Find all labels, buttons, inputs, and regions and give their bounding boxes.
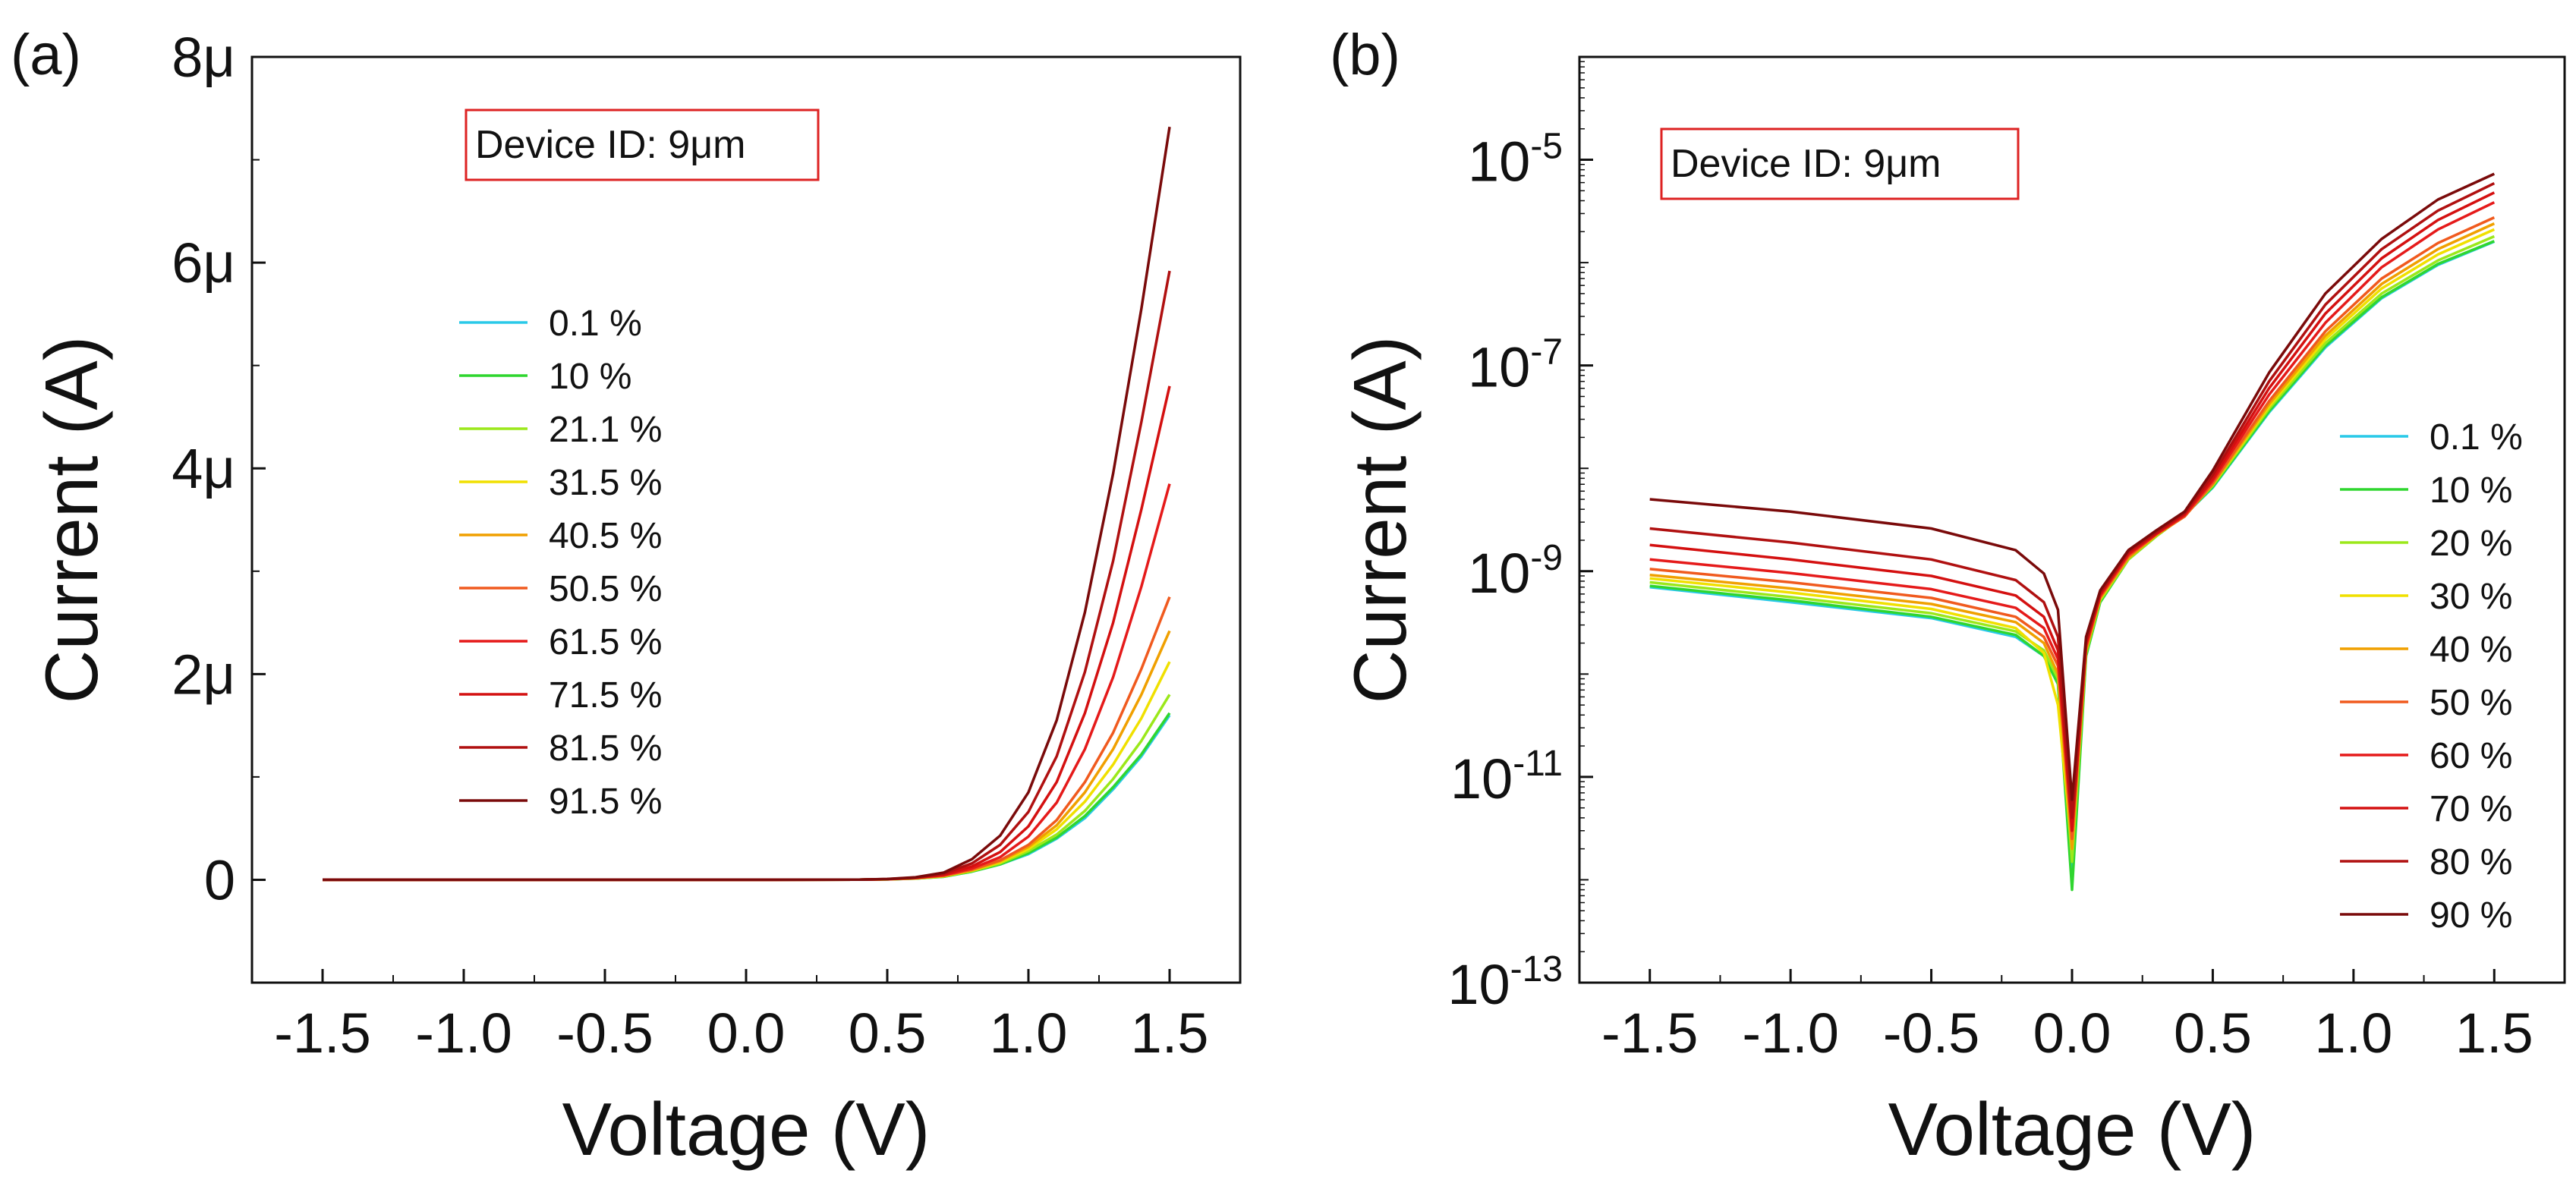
y-tick-label: 8μ [172, 26, 235, 89]
panel-b-y-axis-title: Current (A) [1338, 336, 1422, 704]
x-tick-label: -0.5 [556, 1002, 653, 1065]
panel-a-y-ticks: 0 2μ 4μ 6μ 8μ [172, 26, 266, 983]
legend-label-3: 30 % [2430, 577, 2512, 617]
series-line-0 [1649, 240, 2495, 873]
legend-label-8: 80 % [2430, 842, 2512, 882]
y-tick-label: 6μ [172, 231, 235, 294]
y-tick-label: 4μ [172, 437, 235, 500]
series-line-8 [323, 270, 1171, 882]
panel-a-device-box [464, 109, 820, 181]
panel-b-device-label: Device ID: 9μm [1671, 142, 1941, 186]
legend-label-5: 50 % [2430, 683, 2512, 723]
panel-a-chart: (a) -1.5 -1.0 -0.5 0.0 0.5 1.0 1.5 0 2μ 4μ 6μ 8μ D… [11, 23, 1242, 1171]
panel-b-y-ticks: 10-13 10-11 10-9 10-7 10-5 [1447, 61, 1593, 1016]
y-tick-label: 10-9 [1468, 538, 1563, 605]
panel-b-chart: (b) -1.5 -1.0 -0.5 0.0 0.5 1.0 1.5 10-1310-111… [1330, 23, 2566, 1171]
panel-b-label: (b) [1330, 23, 1400, 87]
legend-label-6: 61.5 % [549, 622, 662, 662]
legend-label-7: 71.5 % [549, 675, 662, 716]
panel-b-x-ticks: -1.5 -1.0 -0.5 0.0 0.5 1.0 1.5 [1579, 969, 2565, 1065]
panel-a-plot-frame [250, 55, 1242, 984]
panel-a-x-axis-title: Voltage (V) [562, 1087, 931, 1171]
legend-label-2: 21.1 % [549, 410, 662, 450]
panel-a-series-group [323, 126, 1171, 882]
legend-label-0: 0.1 % [549, 304, 642, 344]
panel-a-x-ticks: -1.5 -1.0 -0.5 0.0 0.5 1.0 1.5 [251, 969, 1241, 1065]
panel-b-series-group [1649, 172, 2496, 892]
x-tick-label: 0.0 [2033, 1002, 2112, 1065]
legend-label-9: 91.5 % [549, 782, 662, 822]
legend-label-0: 0.1 % [2430, 417, 2523, 458]
series-line-7 [323, 385, 1171, 882]
legend-label-2: 20 % [2430, 524, 2512, 564]
x-tick-label: 0.0 [707, 1002, 786, 1065]
y-tick-label: 0 [204, 848, 235, 911]
y-tick-label: 10-5 [1468, 127, 1563, 193]
x-tick-label: 0.5 [2174, 1002, 2252, 1065]
x-tick-label: -1.5 [274, 1002, 371, 1065]
y-tick-label: 2μ [172, 643, 235, 706]
series-line-2 [323, 694, 1171, 882]
x-tick-label: 1.0 [2314, 1002, 2392, 1065]
x-tick-label: 1.5 [2455, 1002, 2533, 1065]
x-tick-label: -1.5 [1601, 1002, 1699, 1065]
y-tick-label: 10-7 [1468, 332, 1563, 399]
series-line-2 [1649, 234, 2495, 864]
panel-b-device-box [1660, 127, 2020, 200]
panel-a-label: (a) [11, 23, 81, 87]
series-line-8 [1649, 182, 2496, 820]
series-line-9 [1649, 172, 2496, 801]
legend-label-5: 50.5 % [549, 569, 662, 609]
series-line-0 [323, 714, 1171, 882]
series-line-6 [323, 483, 1171, 882]
legend-label-8: 81.5 % [549, 728, 662, 769]
x-tick-label: -1.0 [1742, 1002, 1839, 1065]
legend-label-1: 10 % [2430, 470, 2512, 511]
series-line-9 [323, 126, 1171, 882]
legend-label-7: 70 % [2430, 789, 2512, 829]
y-tick-label: 10-11 [1450, 744, 1563, 810]
x-tick-label: 1.5 [1131, 1002, 1209, 1065]
panel-a-y-axis-title: Current (A) [30, 336, 113, 704]
x-tick-label: 0.5 [849, 1002, 927, 1065]
legend-label-4: 40 % [2430, 630, 2512, 670]
panel-a-device-label: Device ID: 9μm [475, 123, 745, 167]
y-tick-label: 10-13 [1447, 949, 1563, 1016]
x-tick-label: -0.5 [1883, 1002, 1980, 1065]
panel-b-x-axis-title: Voltage (V) [1888, 1087, 2256, 1171]
legend-label-1: 10 % [549, 357, 631, 397]
legend-label-3: 31.5 % [549, 463, 662, 503]
series-line-1 [323, 712, 1171, 882]
legend-label-9: 90 % [2430, 895, 2512, 936]
x-tick-label: 1.0 [990, 1002, 1068, 1065]
panel-a-legend: 0.1 % 10 % 21.1 % 31.5 % 40.5 % 50.5 % 61.5 % 7… [459, 304, 662, 822]
panel-b-legend: 0.1 % 10 % 20 % 30 % 40 % 50 % 60 % 70 % 80 % 90 … [2340, 417, 2523, 936]
legend-label-4: 40.5 % [549, 516, 662, 556]
legend-label-6: 60 % [2430, 736, 2512, 776]
x-tick-label: -1.0 [415, 1002, 512, 1065]
